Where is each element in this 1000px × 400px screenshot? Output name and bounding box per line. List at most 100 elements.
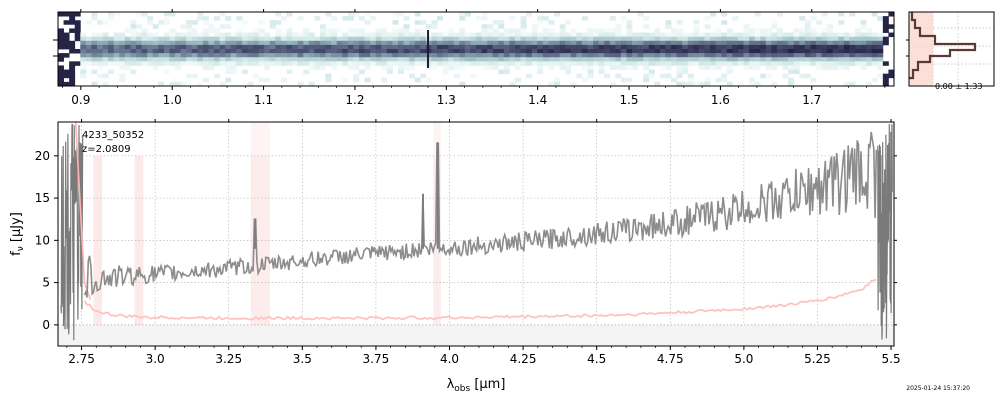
heatmap-cell xyxy=(347,44,354,50)
heatmap-cell xyxy=(280,61,287,66)
heatmap-cell xyxy=(615,44,622,50)
heatmap-cell xyxy=(710,61,717,66)
heatmap-cell xyxy=(515,40,521,46)
heatmap-cell xyxy=(654,81,661,87)
heatmap-cell xyxy=(749,28,756,33)
heatmap-cell xyxy=(331,36,338,42)
heatmap-cell xyxy=(74,32,81,38)
heatmap-cell xyxy=(754,53,761,58)
heatmap-cell xyxy=(843,57,850,62)
heatmap-cell xyxy=(587,73,594,79)
heatmap-cell xyxy=(671,36,678,42)
heatmap-cell xyxy=(202,44,209,50)
heatmap-cell xyxy=(74,61,81,66)
heatmap-cell xyxy=(414,44,421,50)
heatmap-cell xyxy=(308,65,315,70)
heatmap-cell xyxy=(353,49,360,54)
heatmap-cell xyxy=(130,49,137,54)
heatmap-cell xyxy=(776,28,783,33)
heatmap-cell xyxy=(381,53,388,58)
heatmap-cell xyxy=(191,36,198,42)
heatmap-cell xyxy=(353,65,360,70)
heatmap-cell xyxy=(554,61,560,66)
heatmap-cell xyxy=(392,36,399,42)
heatmap-cell xyxy=(119,53,126,58)
heatmap-cell xyxy=(236,57,243,62)
heatmap-cell xyxy=(788,77,795,83)
heatmap-cell xyxy=(370,53,377,58)
heatmap-cell xyxy=(180,24,187,29)
heatmap-cell xyxy=(147,61,154,66)
heatmap-cell xyxy=(749,65,756,70)
heatmap-cell xyxy=(308,53,315,58)
heatmap-cell xyxy=(186,24,193,29)
heatmap-cell xyxy=(136,36,142,42)
heatmap-cell xyxy=(732,61,739,66)
heatmap-cell xyxy=(520,53,527,58)
heatmap-cell xyxy=(843,61,850,66)
heatmap-cell xyxy=(325,28,332,33)
heatmap-cell xyxy=(715,32,722,38)
heatmap-cell xyxy=(693,20,700,25)
heatmap-cell xyxy=(147,20,154,25)
heatmap-cell xyxy=(581,49,588,54)
heatmap-cell xyxy=(230,49,237,54)
heatmap-cell xyxy=(448,40,455,46)
heatmap-cell xyxy=(319,28,326,33)
heatmap-cell xyxy=(476,32,482,38)
heatmap-cell xyxy=(464,61,471,66)
heatmap-cell xyxy=(202,57,209,62)
heatmap-cell xyxy=(604,44,611,50)
heatmap-cell xyxy=(303,40,310,46)
heatmap-cell xyxy=(253,49,260,54)
heatmap-cell xyxy=(866,57,873,62)
heatmap-cell xyxy=(459,40,466,46)
heatmap-cell xyxy=(659,36,666,42)
heatmap-cell xyxy=(815,36,822,42)
heatmap-cell xyxy=(414,49,421,54)
heatmap-cell xyxy=(637,32,644,38)
heatmap-cell xyxy=(325,61,332,66)
heatmap-cell xyxy=(726,28,733,33)
heatmap-cell xyxy=(409,40,416,46)
heatmap-cell xyxy=(163,53,170,58)
heatmap-cell xyxy=(832,36,839,42)
heatmap-cell xyxy=(141,28,148,33)
heatmap-cell xyxy=(202,20,209,25)
heatmap-cell xyxy=(230,69,237,75)
heatmap-cell xyxy=(888,32,895,38)
heatmap-cell xyxy=(392,32,399,38)
heatmap-cell xyxy=(319,53,326,58)
1d-spectrum-panel: 2.75 3.0 3.25 3.5 3.75 4.0 4.25 4.5 4.75 5.0 5.25 5… xyxy=(9,119,901,394)
heatmap-cell xyxy=(648,49,655,54)
heatmap-cell xyxy=(498,32,505,38)
x-tick-label: 1.0 xyxy=(163,93,182,107)
heatmap-cell xyxy=(442,36,449,42)
heatmap-cell xyxy=(453,40,460,46)
heatmap-cell xyxy=(637,40,644,46)
heatmap-cell xyxy=(710,40,717,46)
heatmap-cell xyxy=(58,12,64,17)
heatmap-cell xyxy=(308,44,315,50)
heatmap-cell xyxy=(554,81,560,87)
heatmap-cell xyxy=(102,53,109,58)
heatmap-cell xyxy=(804,57,811,62)
heatmap-cell xyxy=(643,61,650,66)
heatmap-cell xyxy=(431,32,438,38)
heatmap-cell xyxy=(687,61,694,66)
heatmap-cell xyxy=(849,61,856,66)
heatmap-cell xyxy=(431,36,438,42)
heatmap-cell xyxy=(615,28,622,33)
heatmap-cell xyxy=(275,12,282,17)
heatmap-cell xyxy=(80,65,87,70)
heatmap-cell xyxy=(431,49,438,54)
heatmap-cell xyxy=(476,36,482,42)
heatmap-cell xyxy=(726,65,733,70)
heatmap-cell xyxy=(141,44,148,50)
heatmap-cell xyxy=(381,36,388,42)
heatmap-cell xyxy=(80,57,87,62)
heatmap-cell xyxy=(827,28,834,33)
heatmap-cell xyxy=(331,32,338,38)
heatmap-cell xyxy=(860,57,867,62)
heatmap-cell xyxy=(186,40,193,46)
